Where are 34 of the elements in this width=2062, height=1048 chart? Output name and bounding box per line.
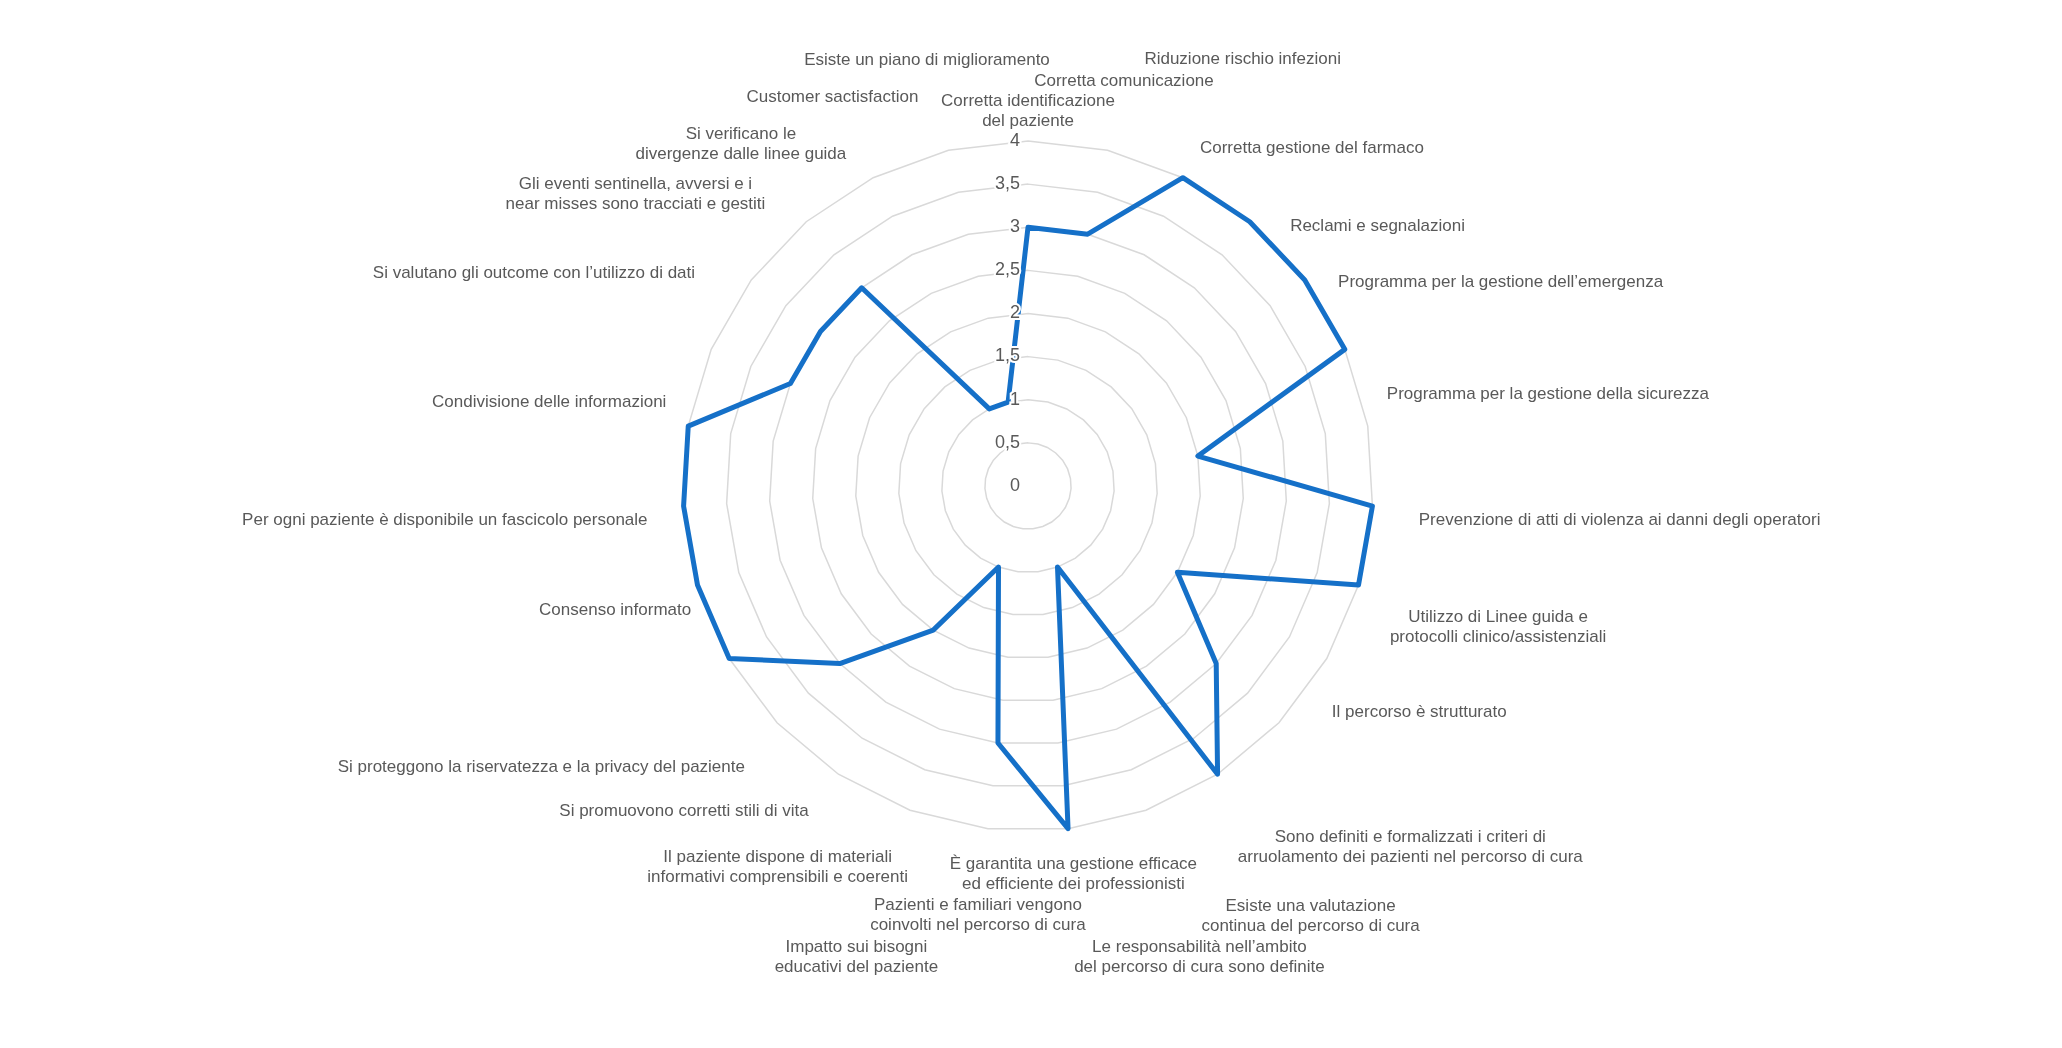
y-tick-label: 0,5 (994, 431, 1020, 452)
y-tick-label: 2,5 (994, 259, 1020, 280)
spoke-label: Pazienti e familiari vengono coinvolti nel percorso di cura (870, 894, 1087, 934)
spoke-label: Riduzione rischio infezioni (1144, 48, 1341, 68)
y-tick-label: 3 (1009, 216, 1020, 236)
spoke-label: Customer sactisfaction (746, 86, 919, 106)
spoke-label: Il paziente dispone di materiali informativi comprensibili e coerenti (647, 846, 909, 886)
spoke-label: Si proteggono la riservatezza e la privacy del paziente (337, 756, 745, 776)
y-tick-label: 4 (1009, 129, 1020, 150)
spoke-label: Esiste un piano di miglioramento (804, 49, 1050, 69)
spoke-label: Si promuovono corretti stili di vita (559, 800, 810, 820)
spoke-label: Corretta comunicazione (1034, 70, 1214, 90)
spoke-label: Corretta gestione del farmaco (1199, 137, 1424, 157)
spoke-label: Si valutano gli outcome con l’utilizzo di dati (372, 262, 696, 282)
spoke-label: Utilizzo di Linee guida e protocolli clinico/assistenziali (1389, 606, 1607, 646)
spoke-label: Impatto sui bisogni educativi del paziente (774, 937, 939, 977)
spoke-label: Programma per la gestione della sicurezza (1386, 384, 1710, 404)
spoke-label: Corretta identificazione del paziente (941, 91, 1115, 130)
spoke-label: Sono definiti e formalizzati i criteri di arruolamento dei pazienti nel percorso di cura (1237, 826, 1584, 866)
spoke-label: Esiste una valutazione continua del percorso di cura (1201, 895, 1421, 935)
spoke-label: Condivisione delle informazioni (432, 391, 667, 411)
y-tick-label: 3,5 (994, 172, 1020, 193)
spoke-label: Prevenzione di atti di violenza ai danni degli operatori (1418, 510, 1821, 530)
spoke-label: Le responsabilità nell’ambito del percorso di cura sono definite (1074, 936, 1325, 976)
spoke-label: Gli eventi sentinella, avversi e i near misses sono tracciati e gestiti (505, 173, 766, 213)
y-tick-label: 0 (1009, 474, 1020, 495)
spoke-label: Per ogni paziente è disponibile un fascicolo personale (242, 509, 648, 529)
y-tick-label: 1 (1009, 388, 1020, 409)
spoke-label: Si verificano le divergenze dalle linee guida (635, 123, 847, 163)
spoke-label: Programma per la gestione dell’emergenza (1338, 272, 1664, 292)
spoke-label: È garantita una gestione efficace ed efficiente dei professionisti (949, 854, 1198, 894)
spoke-label: Il percorso è strutturato (1331, 701, 1507, 721)
spoke-label: Reclami e segnalazioni (1290, 215, 1465, 235)
spoke-label: Consenso informato (539, 599, 692, 619)
